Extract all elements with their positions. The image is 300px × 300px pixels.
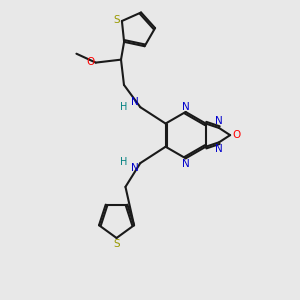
Text: S: S (113, 15, 120, 26)
Text: S: S (113, 239, 120, 249)
Text: N: N (182, 102, 190, 112)
Text: N: N (131, 164, 139, 173)
Text: O: O (232, 130, 241, 140)
Text: O: O (86, 57, 94, 67)
Text: N: N (131, 97, 139, 107)
Text: N: N (215, 116, 223, 127)
Text: H: H (120, 102, 128, 112)
Text: H: H (120, 157, 128, 166)
Text: N: N (182, 159, 190, 169)
Text: N: N (215, 144, 223, 154)
